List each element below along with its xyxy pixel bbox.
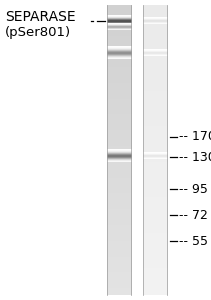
Text: -- 130: -- 130	[179, 151, 211, 164]
Bar	[143, 5, 167, 295]
Text: -- 170: -- 170	[179, 130, 211, 143]
Text: (pSer801): (pSer801)	[5, 26, 71, 39]
Text: SEPARASE: SEPARASE	[5, 10, 76, 24]
Bar	[107, 5, 131, 295]
Text: -- 95: -- 95	[179, 183, 208, 196]
Text: -- 72: -- 72	[179, 209, 208, 222]
Text: -- 55: -- 55	[179, 235, 208, 248]
